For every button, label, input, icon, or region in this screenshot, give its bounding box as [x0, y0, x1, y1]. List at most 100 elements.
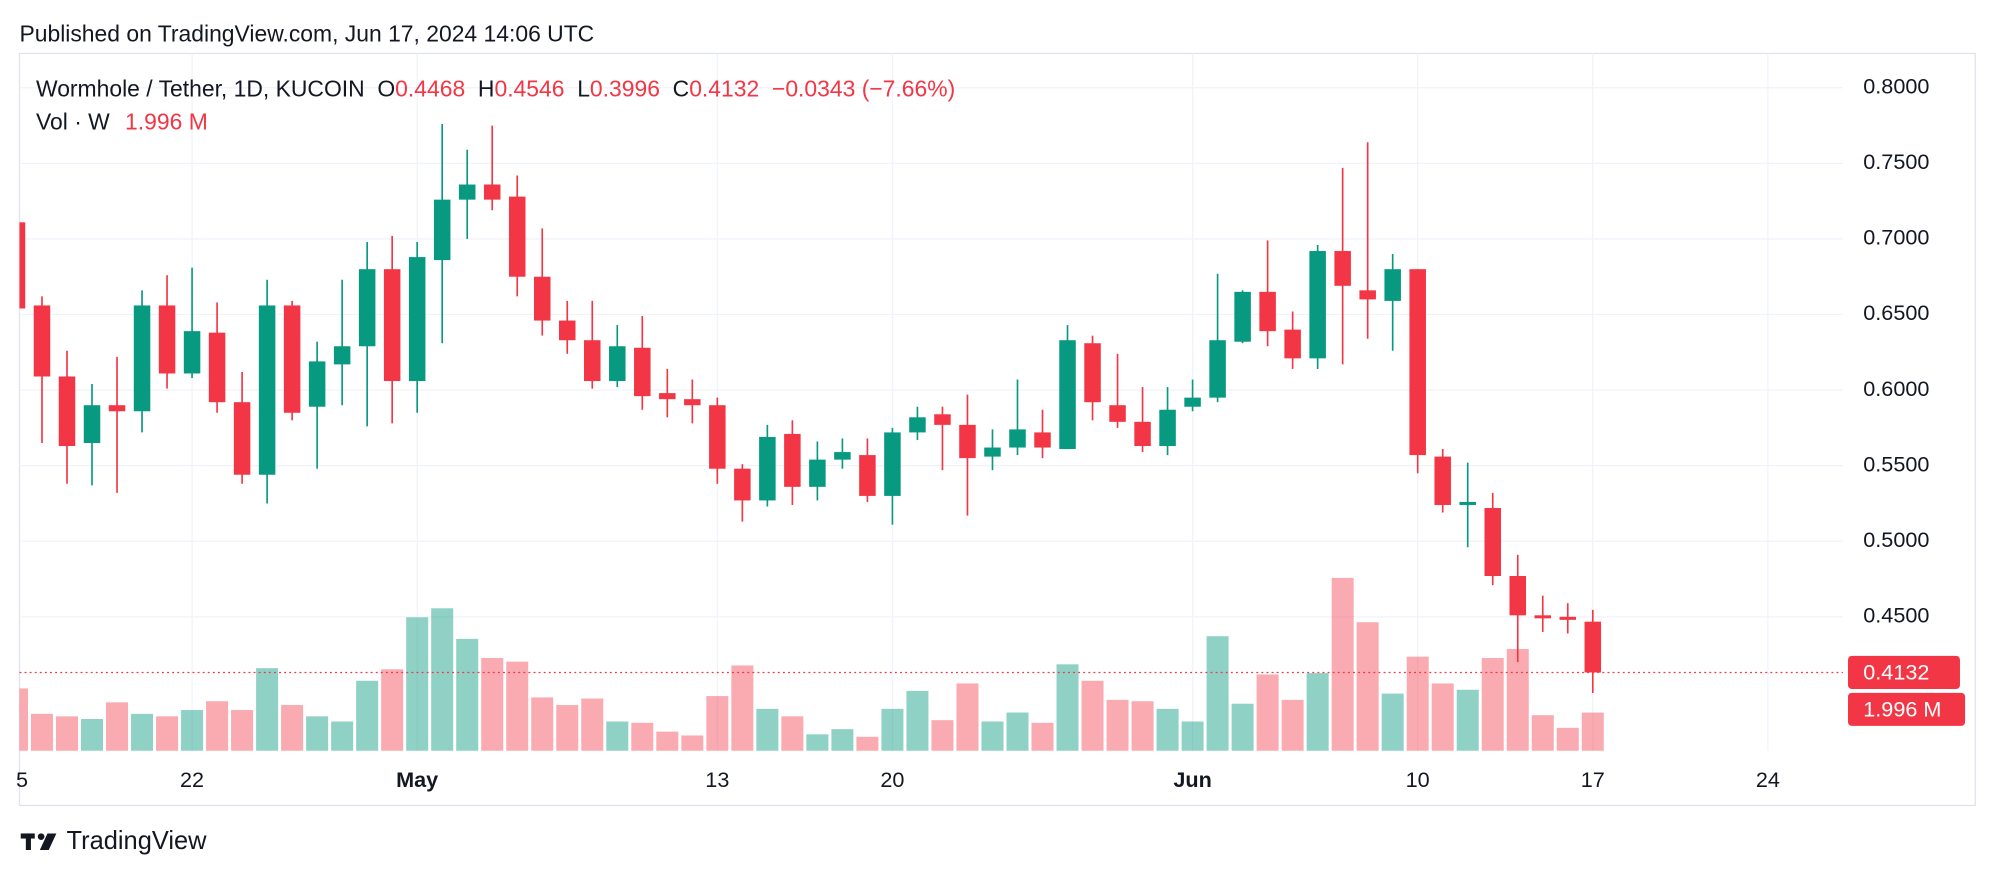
candle-body [1384, 269, 1401, 301]
x-tick-label: May [396, 767, 438, 792]
candle-body [333, 346, 351, 365]
volume-bar [1131, 701, 1154, 751]
volume-bar [1181, 721, 1204, 751]
volume-bar [30, 713, 53, 751]
candle-body [1409, 269, 1426, 456]
volume-bar [1481, 658, 1504, 751]
volume-name: Vol · W [36, 108, 110, 134]
legend-high: 0.4546 [494, 75, 564, 101]
candle-body [183, 331, 201, 374]
volume-bar [556, 705, 579, 751]
candle-body [1134, 421, 1151, 447]
candle-body [609, 346, 626, 382]
volume-bar [331, 721, 354, 751]
candle-body [1334, 251, 1351, 286]
candle-body [308, 361, 326, 407]
legend-open: 0.4468 [395, 75, 465, 101]
candle-body [508, 196, 526, 277]
volume-legend: Vol · W 1.996 M [36, 108, 208, 134]
volume-bar [831, 729, 854, 751]
legend-low-label: L [577, 75, 590, 101]
candle-body [784, 433, 801, 487]
candle-body [909, 417, 926, 433]
volume-bar [55, 716, 79, 751]
brand-name: TradingView [67, 827, 208, 855]
candle-body [559, 320, 576, 341]
volume-bar [756, 708, 779, 751]
brand-logo [20, 833, 57, 851]
volume-bar [906, 690, 929, 751]
volume-bar [806, 734, 829, 751]
volume-pane [19, 577, 1604, 751]
volume-bar [19, 688, 28, 751]
volume-bar [1031, 722, 1054, 751]
volume-bar [256, 668, 279, 751]
volume-bar [581, 698, 604, 751]
last-volume-label: 1.996 M [1863, 696, 1941, 721]
volume-bar [1306, 673, 1329, 751]
candle-body [1234, 291, 1251, 342]
volume-bar [981, 721, 1004, 751]
volume-bar [531, 697, 554, 751]
volume-bar [306, 716, 329, 751]
volume-bar [456, 638, 479, 751]
volume-bar [206, 701, 229, 751]
volume-bar [1506, 649, 1529, 751]
volume-bar [106, 702, 129, 751]
candle-body [809, 459, 826, 487]
legend: Wormhole / Tether, 1D, KUCOIN O0.4468 H0.4… [36, 75, 955, 101]
candle-body [1009, 429, 1026, 448]
candle-body [834, 452, 851, 460]
volume-bar [606, 721, 629, 751]
candle-body [1584, 621, 1602, 673]
candle-body [1534, 615, 1552, 619]
x-tick-label: 20 [880, 767, 904, 792]
candle-body [1559, 616, 1577, 620]
volume-bar [1006, 712, 1029, 751]
axes: 0.4500 0.5000 0.5500 0.6000 0.6500 0.7000 0.75… [16, 73, 1966, 792]
volume-bar [1206, 636, 1229, 751]
candle-body [233, 402, 251, 475]
candle-body [1259, 291, 1276, 332]
volume-bar [1281, 699, 1304, 751]
volume-bar [1381, 693, 1404, 751]
volume-bar [406, 617, 429, 751]
y-tick-label: 0.5500 [1863, 451, 1929, 476]
volume-bar [1056, 664, 1079, 751]
candle-body [258, 305, 276, 475]
volume-bar [156, 716, 179, 751]
candle-body [19, 222, 26, 309]
volume-bar [1456, 689, 1479, 751]
volume-bar [956, 683, 979, 751]
volume-bar [856, 736, 879, 751]
candle-body [1434, 456, 1451, 505]
volume-bar [356, 680, 379, 751]
candle-body [734, 468, 751, 501]
candle-body [1209, 340, 1226, 398]
candle-body [1509, 576, 1527, 616]
candle-body [1159, 409, 1176, 447]
candle-body [1109, 405, 1126, 422]
volume-bar [706, 696, 729, 751]
candle-body [58, 376, 76, 447]
candle-body [1034, 432, 1051, 448]
volume-bar [1256, 674, 1279, 751]
volume-bar [1231, 703, 1254, 751]
volume-bar [931, 720, 954, 751]
volume-bar [656, 731, 679, 751]
volume-bar [1106, 699, 1129, 751]
volume-bar [1156, 708, 1179, 751]
volume-bar [781, 716, 804, 751]
volume-bar [681, 735, 704, 751]
candle-body [158, 305, 176, 374]
legend-low: 0.3996 [590, 75, 660, 101]
candle-body [208, 332, 226, 403]
candle-body [659, 393, 676, 400]
x-tick-label: 22 [180, 767, 204, 792]
candle-body [759, 436, 776, 501]
legend-high-label: H [478, 75, 495, 101]
y-tick-label: 0.6500 [1863, 300, 1929, 325]
volume-bar [506, 661, 529, 751]
